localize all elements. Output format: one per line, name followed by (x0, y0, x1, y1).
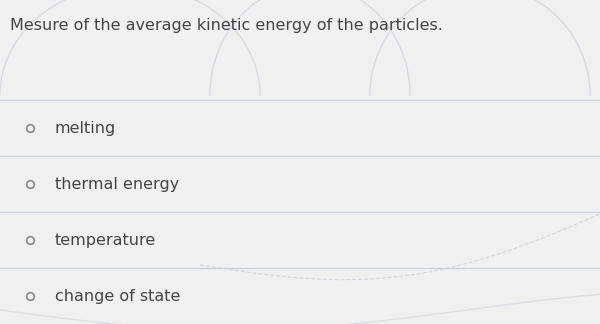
Text: temperature: temperature (55, 233, 156, 248)
Text: melting: melting (55, 121, 116, 135)
Text: change of state: change of state (55, 288, 181, 304)
Text: Mesure of the average kinetic energy of the particles.: Mesure of the average kinetic energy of … (10, 18, 443, 33)
Text: thermal energy: thermal energy (55, 177, 179, 191)
